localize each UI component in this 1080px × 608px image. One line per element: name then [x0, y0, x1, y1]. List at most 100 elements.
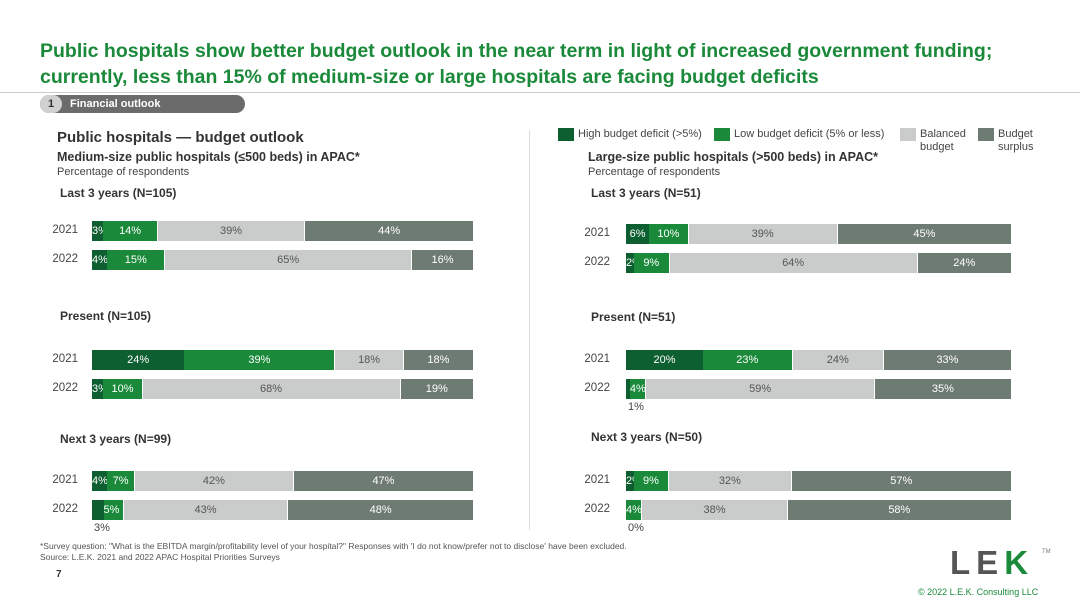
year-label: 2022 [52, 253, 78, 265]
bar-segment: 24% [791, 350, 884, 370]
legend-swatch [900, 128, 916, 141]
year-label: 2021 [52, 474, 78, 486]
bar-segment: 18% [334, 350, 404, 370]
bar-segment: 2% [626, 253, 642, 273]
bar-segment: 59% [645, 379, 875, 399]
stacked-bar: 3% 14% 39% 44% [92, 221, 473, 241]
legend-label: Balanced budget [920, 128, 966, 153]
legend-swatch [978, 128, 994, 141]
stacked-bar: 2%9%32%57% [626, 471, 1011, 491]
year-label: 2021 [584, 227, 610, 239]
bar-segment: 24% [92, 350, 185, 370]
bar-segment: 65% [164, 250, 413, 270]
year-label: 2022 [52, 382, 78, 394]
bar-segment: 6% [626, 224, 650, 244]
left-main-title: Public hospitals — budget outlook [57, 129, 304, 146]
section-label: Financial outlook [70, 98, 161, 110]
bar-segment: 3% [92, 379, 108, 399]
bar-segment [92, 500, 104, 520]
bar-segment: 14% [103, 221, 157, 241]
bar-segment: 38% [641, 500, 788, 520]
year-label: 2021 [52, 353, 78, 365]
stacked-bar: 24% 39% 18% 18% [92, 350, 473, 370]
bar-segment: 58% [787, 500, 1011, 520]
footnote: *Survey question: "What is the EBITDA ma… [40, 541, 627, 563]
year-label: 2022 [584, 382, 610, 394]
footnote-source: Source: L.E.K. 2021 and 2022 APAC Hospit… [40, 552, 280, 562]
bar-segment: 57% [791, 471, 1011, 491]
copyright: © 2022 L.E.K. Consulting LLC [918, 587, 1039, 597]
bar-segment: 23% [703, 350, 792, 370]
footnote-survey-question: *Survey question: "What is the EBITDA ma… [40, 541, 627, 551]
bar-segment: 18% [403, 350, 473, 370]
chart-title: Medium-size public hospitals (≤500 beds)… [57, 150, 360, 164]
bar-segment: 16% [412, 250, 473, 270]
year-label: 2022 [584, 256, 610, 268]
period-label: Last 3 years (N=105) [60, 186, 177, 200]
chart-subtitle: Percentage of respondents [588, 166, 721, 178]
bar-segment: 4% [92, 250, 108, 270]
bar-segment: 20% [626, 350, 703, 370]
bar-segment: 4% [629, 379, 646, 399]
section-tab: 1 Financial outlook [40, 95, 245, 113]
bar-segment: 39% [184, 350, 335, 370]
chart-subtitle: Percentage of respondents [57, 166, 190, 178]
bar-segment: 9% [633, 471, 669, 491]
bar-segment: 9% [633, 253, 669, 273]
stacked-bar: 5% 43% 48% [92, 500, 473, 520]
period-label: Next 3 years (N=50) [591, 430, 703, 444]
stacked-bar: 3% 10% 68% 19% [92, 379, 473, 399]
stacked-bar: 4% 38% 58% [626, 500, 1011, 520]
bar-segment: 10% [649, 224, 688, 244]
bar-segment: 32% [668, 471, 792, 491]
stacked-bar: 6% 10% 39% 45% [626, 224, 1011, 244]
bar-segment: 5% [103, 500, 123, 520]
headline: Public hospitals show better budget outl… [40, 40, 993, 88]
bar-segment: 15% [107, 250, 165, 270]
stacked-bar: 20% 23% 24% 33% [626, 350, 1011, 370]
section-number: 1 [40, 95, 62, 113]
period-label: Present (N=51) [591, 310, 676, 324]
period-label: Present (N=105) [60, 309, 152, 323]
header-divider [0, 92, 1080, 93]
legend-swatch [558, 128, 574, 141]
bar-segment: 24% [917, 253, 1011, 273]
bar-segment: 3% [92, 221, 108, 241]
bar-segment: 44% [305, 221, 473, 241]
year-label: 2021 [584, 353, 610, 365]
data-label: 1% [628, 401, 644, 413]
bar-segment: 45% [837, 224, 1011, 244]
legend: High budget deficit (>5%) Low budget def… [558, 128, 1058, 160]
bar-segment: 43% [122, 500, 289, 520]
chart-title: Large-size public hospitals (>500 beds) … [588, 150, 878, 164]
bar-segment: 64% [668, 253, 918, 273]
data-label: 3% [94, 522, 110, 534]
bar-segment: 2% [626, 471, 642, 491]
period-label: Last 3 years (N=51) [591, 186, 701, 200]
bar-segment: 33% [883, 350, 1011, 370]
stacked-bar: 4% 59% 35% [626, 379, 1011, 399]
data-label: 0% [628, 522, 644, 534]
bar-segment: 48% [288, 500, 473, 520]
legend-swatch [714, 128, 730, 141]
panel-separator [529, 130, 530, 530]
legend-label: Budget surplus [998, 128, 1034, 153]
period-label: Next 3 years (N=99) [60, 432, 172, 446]
stacked-bar: 4% 7% 42% 47% [92, 471, 473, 491]
bar-segment: 10% [103, 379, 142, 399]
year-label: 2022 [584, 503, 610, 515]
bar-segment: 35% [874, 379, 1011, 399]
year-label: 2021 [52, 224, 78, 236]
stacked-bar: 2%9%64%24% [626, 253, 1011, 273]
year-label: 2022 [52, 503, 78, 515]
legend-label: High budget deficit (>5%) [578, 128, 702, 140]
trademark-mark: TM [1042, 549, 1051, 555]
bar-segment: 39% [156, 221, 306, 241]
bar-segment: 68% [141, 379, 401, 399]
bar-segment: 4% [92, 471, 108, 491]
page-number: 7 [56, 569, 62, 580]
bar-segment: 7% [107, 471, 134, 491]
bar-segment: 19% [400, 379, 473, 399]
bar-segment: 42% [133, 471, 294, 491]
year-label: 2021 [584, 474, 610, 486]
